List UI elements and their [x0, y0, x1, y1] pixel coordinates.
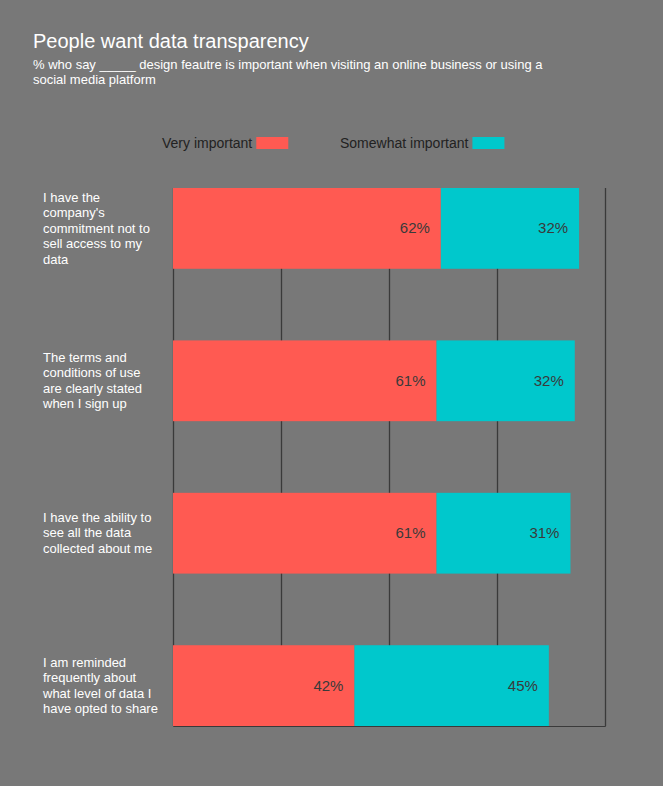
data-label: 42% [313, 677, 343, 694]
data-label: 45% [508, 677, 538, 694]
category-label-box: I have the company's commitment not to s… [43, 188, 161, 269]
legend-swatch [256, 137, 288, 149]
category-label: I have the ability to see all the data c… [43, 510, 161, 557]
tick [605, 188, 606, 726]
bars [173, 188, 579, 726]
data-labels: 62% 61% 61% 42% 32% 32% 31% 45% [313, 219, 568, 693]
bar [173, 493, 437, 574]
legend-item: Very important [162, 135, 288, 151]
axis-line [174, 188, 606, 727]
data-label: 62% [400, 219, 430, 236]
bar [173, 645, 354, 726]
category-label: I have the company's commitment not to s… [43, 190, 161, 268]
bar [173, 340, 437, 421]
bar [437, 340, 575, 421]
legend-swatch [472, 137, 504, 149]
bar [437, 493, 571, 574]
title: People want data transparency [33, 30, 309, 52]
category-label-box: I am reminded frequently about what leve… [43, 645, 161, 726]
legend-label: Very important [162, 135, 252, 151]
legend-label: Somewhat important [340, 135, 469, 151]
bar [441, 188, 579, 269]
x-axis [174, 188, 606, 727]
legend: Very important Somewhat important [162, 135, 504, 151]
data-label: 61% [395, 524, 425, 541]
data-label: 61% [395, 372, 425, 389]
category-label: I am reminded frequently about what leve… [43, 655, 161, 717]
category-label-box: The terms and conditions of use are clea… [43, 340, 161, 421]
category-label-box: I have the ability to see all the data c… [43, 493, 161, 574]
bar [173, 188, 441, 269]
data-label: 32% [538, 219, 568, 236]
grid-line [605, 188, 606, 726]
data-label: 32% [534, 372, 564, 389]
subtitle: % who say _____ design feautre is import… [33, 57, 553, 87]
legend-item: Somewhat important [340, 135, 504, 151]
data-label: 31% [529, 524, 559, 541]
bar [354, 645, 548, 726]
category-label: The terms and conditions of use are clea… [43, 350, 161, 412]
